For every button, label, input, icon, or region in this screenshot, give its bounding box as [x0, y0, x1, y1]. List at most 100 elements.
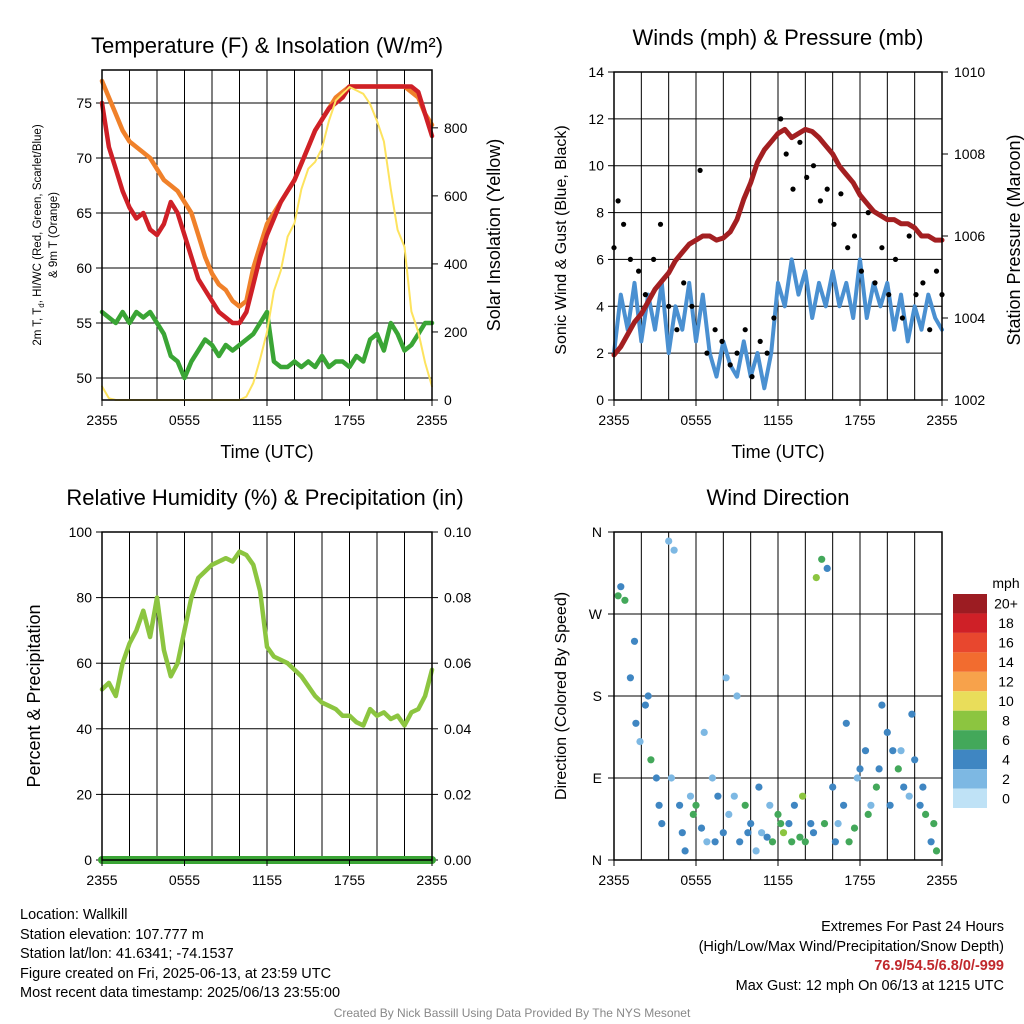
wind-gust-point [719, 338, 725, 344]
dir-point [644, 692, 652, 700]
extremes-info: Extremes For Past 24 Hours (High/Low/Max… [699, 918, 1004, 996]
dir-point [875, 765, 883, 773]
dir-legend-label: 4 [1002, 751, 1010, 767]
wind-gust-point [865, 210, 871, 216]
wind-gust-point [831, 221, 837, 227]
rh-humidity-line [99, 549, 435, 728]
dir-point [908, 710, 916, 718]
dir-point [676, 801, 684, 809]
dir-legend-swatch [953, 788, 987, 808]
dir-point [617, 583, 625, 591]
temp-y-tick-label: 55 [76, 315, 92, 331]
extremes-values: 76.9/54.5/6.8/0/-999 [874, 958, 1004, 974]
dir-point [658, 820, 666, 828]
max-gust-text: Max Gust: 12 mph On 06/13 at 1215 UTC [735, 977, 1004, 994]
dir-point [812, 574, 820, 582]
dir-point [831, 838, 840, 846]
dir-point [900, 783, 908, 791]
temp-y2-tick-label: 200 [444, 324, 468, 340]
dir-point [752, 847, 760, 855]
wind-y-tick-label: 10 [588, 158, 604, 174]
rh-title: Relative Humidity (%) & Precipitation (i… [66, 485, 463, 510]
dir-point [864, 810, 872, 819]
rh-y-tick-label: 60 [76, 655, 92, 671]
dir-legend-swatch [953, 632, 987, 653]
extremes-subtitle: (High/Low/Max Wind/Precipitation/Snow De… [698, 938, 1004, 955]
wind-gust-point [906, 233, 912, 239]
dir-point [768, 838, 777, 846]
dir-point [714, 792, 722, 800]
recent-text: Most recent data timestamp: 2025/06/13 2… [20, 985, 341, 1001]
dir-x-tick-label: 0555 [680, 872, 711, 888]
dir-point [842, 719, 850, 727]
dir-point [927, 838, 935, 846]
rh-y-tick-label: 0 [84, 852, 92, 868]
wind-gust-point [704, 350, 710, 356]
rh-x-tick-label: 2355 [416, 872, 447, 888]
dir-point [796, 833, 804, 841]
wind-gust-point [697, 167, 703, 173]
dir-point [820, 820, 829, 828]
rh-y2-tick-label: 0.04 [444, 721, 471, 737]
location-text: Location: Wallkill [20, 907, 128, 923]
dir-point [725, 810, 733, 819]
dir-point [801, 838, 809, 846]
wind-gust-point [817, 198, 824, 204]
dir-point [711, 838, 719, 846]
rh-y-tick-label: 40 [76, 721, 92, 737]
wind-gust-point [858, 268, 865, 274]
dir-y-tick-label: N [592, 852, 602, 868]
temp-xlabel: Time (UTC) [220, 442, 313, 462]
dir-legend-swatch [953, 710, 987, 731]
wind-gust-point [886, 292, 892, 298]
wind-x-tick-label: 0555 [680, 412, 711, 428]
rh-y2-tick-label: 0.00 [444, 852, 471, 868]
temp-title: Temperature (F) & Insolation (W/m²) [91, 33, 443, 58]
temp-x-tick-label: 2355 [86, 412, 117, 428]
dir-point [708, 774, 717, 782]
dir-title: Wind Direction [706, 485, 849, 510]
dir-point [641, 701, 650, 709]
wind-pressure-line [611, 126, 945, 358]
dir-legend-swatch [953, 730, 987, 750]
wind-gust-point [651, 256, 657, 262]
rh-ylabel: Percent & Precipitation [24, 604, 44, 787]
dir-y-tick-label: N [592, 524, 602, 540]
wind-gust-point [621, 221, 627, 227]
temp-x-tick-label: 1155 [252, 412, 282, 428]
wind-y-tick-label: 2 [596, 345, 604, 361]
dir-point [670, 546, 678, 554]
wind-gust-point [927, 327, 933, 333]
temp-x-tick-label: 0555 [169, 412, 200, 428]
dir-legend-label: 20+ [994, 596, 1018, 612]
wind-y2-tick-label: 1004 [954, 310, 985, 326]
dir-point [872, 783, 881, 791]
dir-legend-label: 14 [998, 654, 1014, 670]
elevation-text: Station elevation: 107.777 m [20, 926, 204, 943]
dir-point [741, 801, 749, 809]
temp-x-tick-label: 1755 [334, 412, 365, 428]
wind-y2-tick-label: 1008 [954, 146, 985, 162]
dir-legend-swatch [953, 594, 987, 614]
dir-point [689, 810, 697, 819]
wind-gust-point [771, 315, 777, 321]
wind-gust-point [627, 256, 634, 262]
dir-legend-label: 10 [998, 693, 1014, 709]
wind-gust-point [783, 151, 789, 157]
wind-gust-point [913, 292, 919, 298]
wind-gust-point [899, 315, 906, 321]
rh-y-tick-label: 100 [69, 524, 93, 540]
dir-point [703, 838, 711, 846]
dir-point [932, 847, 941, 855]
wind-x-tick-label: 1155 [763, 412, 793, 428]
dir-point [779, 829, 788, 837]
dir-point [733, 692, 741, 700]
rh-y2-tick-label: 0.06 [444, 655, 471, 671]
dir-y-tick-label: W [589, 606, 603, 622]
dir-point [916, 801, 924, 809]
rh-x-tick-label: 2355 [86, 872, 117, 888]
dir-point [755, 783, 763, 791]
dir-point [652, 774, 661, 782]
wind-gust-point [642, 292, 649, 298]
dir-point [766, 801, 774, 809]
